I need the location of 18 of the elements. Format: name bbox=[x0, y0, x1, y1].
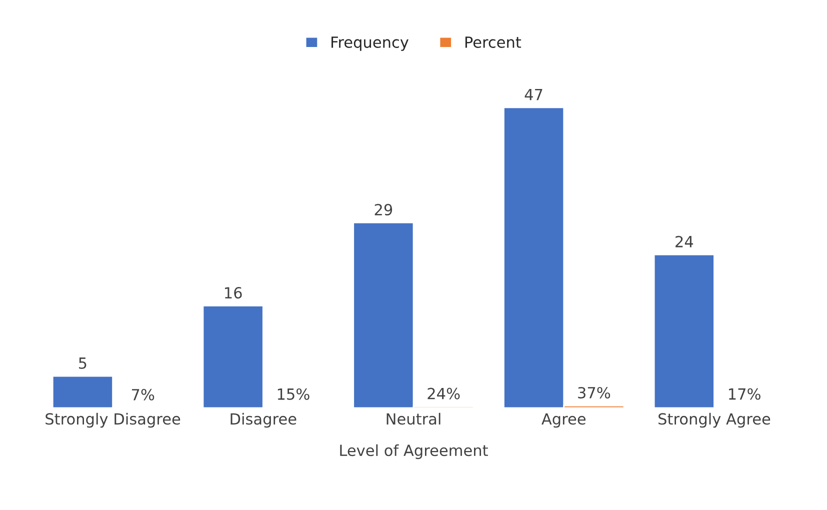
data-label: 24 bbox=[676, 236, 694, 248]
data-label: 47 bbox=[524, 88, 542, 100]
data-label: 37% bbox=[578, 386, 610, 399]
data-label: 7% bbox=[132, 388, 154, 400]
data-label: 29 bbox=[374, 204, 392, 216]
x-tick-label: Agree bbox=[542, 413, 586, 428]
data-label: 17% bbox=[729, 388, 760, 400]
data-label: 5 bbox=[79, 358, 86, 369]
x-tick-label: Strongly Disagree bbox=[46, 412, 180, 428]
x-axis-title: Level of Agreement bbox=[340, 444, 488, 460]
data-label: 16 bbox=[225, 287, 242, 299]
x-tick-label: Strongly Agree bbox=[658, 412, 770, 428]
x-tick-label: Neutral bbox=[386, 412, 440, 425]
data-label: 24% bbox=[428, 388, 460, 400]
data-label: 15% bbox=[278, 388, 310, 400]
legend-label: Percent bbox=[465, 36, 522, 48]
legend-label: Frequency bbox=[332, 36, 408, 51]
x-tick-label: Disagree bbox=[230, 412, 296, 428]
